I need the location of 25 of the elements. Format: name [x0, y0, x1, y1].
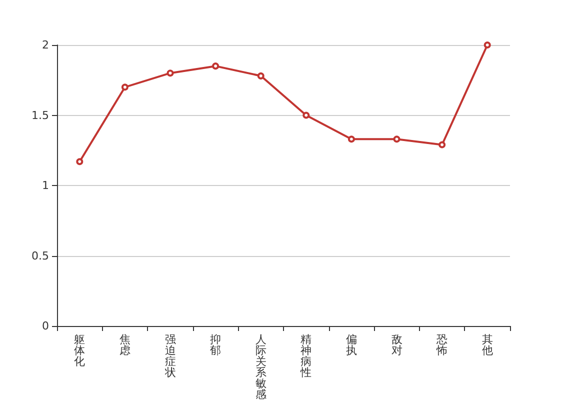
point	[438, 141, 446, 148]
x-tick-label: 躯体化	[74, 333, 86, 368]
point	[121, 84, 128, 91]
x-tick-label: 敌对	[391, 333, 402, 357]
y-tick-label: 0	[42, 320, 49, 332]
point	[302, 112, 310, 119]
y-tick-label: 1	[42, 179, 49, 192]
x-tick-label: 其他	[482, 333, 493, 357]
point	[212, 62, 220, 70]
point	[257, 72, 264, 80]
point	[484, 42, 491, 48]
point	[166, 70, 174, 77]
y-tick-label: 1.5	[32, 108, 49, 122]
point	[76, 158, 84, 166]
y-tick-label: 2	[42, 38, 49, 52]
x-tick-label: 焦虑	[119, 333, 130, 357]
x-tick-label: 恐怖	[436, 333, 448, 357]
x-tick-label: 强迫症状	[164, 333, 176, 379]
y-tick-label: 0.5	[32, 249, 49, 262]
x-tick-label: 精神病性	[300, 333, 312, 379]
x-tick-label: 抑郁	[210, 333, 222, 357]
point	[393, 136, 400, 143]
point	[348, 136, 355, 143]
x-tick-label: 人际关系敏感	[255, 333, 266, 400]
x-tick-label: 偏执	[346, 333, 357, 357]
